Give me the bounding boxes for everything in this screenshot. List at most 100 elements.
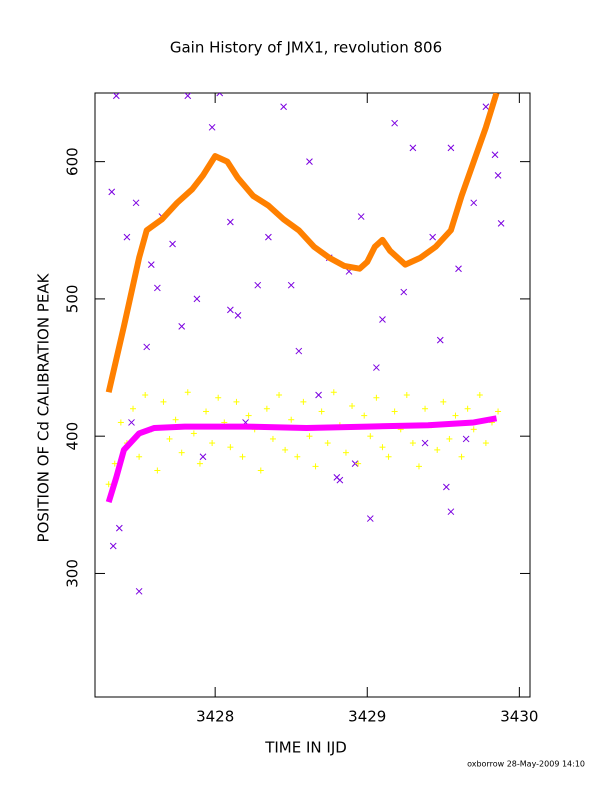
marker-stroke — [409, 144, 417, 152]
marker-stroke — [351, 460, 359, 467]
marker-stroke — [135, 587, 143, 595]
point — [234, 312, 242, 319]
y-tick-label: 500 — [64, 285, 82, 314]
point — [367, 433, 374, 440]
point — [184, 93, 192, 100]
marker-stroke — [227, 306, 234, 314]
point — [355, 460, 362, 467]
point — [166, 435, 173, 442]
point — [458, 453, 465, 460]
point — [294, 453, 301, 460]
point — [470, 426, 477, 433]
point — [287, 281, 295, 289]
point — [300, 398, 307, 405]
y-axis-label: POSITION OF Cd CALIBRATION PEAK — [35, 272, 53, 542]
point — [239, 453, 246, 460]
marker-stroke — [455, 265, 462, 273]
point — [306, 158, 313, 165]
point — [495, 408, 502, 415]
marker-stroke — [208, 123, 216, 131]
point — [208, 123, 216, 131]
marker-stroke — [109, 542, 117, 550]
y-tick-label: 400 — [64, 422, 82, 451]
marker-stroke — [112, 93, 120, 100]
point — [193, 295, 201, 303]
point — [312, 463, 319, 470]
point — [330, 389, 337, 396]
point — [318, 408, 325, 415]
point — [142, 392, 149, 398]
point — [136, 453, 143, 460]
point — [115, 524, 123, 532]
point — [373, 364, 380, 371]
marker-stroke — [254, 281, 262, 289]
curve — [105, 415, 498, 503]
point — [269, 435, 276, 442]
point — [203, 408, 210, 415]
point — [315, 391, 322, 399]
point — [491, 151, 499, 159]
footer: oxborrow 28-May-2009 14:10 — [467, 760, 585, 769]
point — [442, 483, 450, 491]
x-axis-label: TIME IN IJD — [264, 739, 347, 757]
point — [280, 103, 287, 111]
point — [184, 389, 191, 396]
point — [494, 172, 502, 179]
marker-stroke — [333, 474, 341, 481]
point — [111, 460, 118, 467]
x-tick-label: 3430 — [500, 708, 538, 726]
marker-stroke — [280, 103, 287, 111]
point — [409, 440, 416, 447]
point — [357, 213, 365, 220]
marker-stroke — [497, 220, 505, 227]
marker-stroke — [462, 435, 470, 443]
marker-stroke — [234, 312, 242, 319]
marker-stroke — [436, 336, 444, 344]
point — [385, 453, 392, 460]
point — [295, 347, 303, 355]
point — [482, 440, 489, 447]
point — [482, 103, 490, 111]
point — [373, 394, 380, 401]
point — [351, 460, 359, 467]
marker-stroke — [447, 144, 455, 152]
marker-stroke — [154, 284, 161, 292]
point — [190, 430, 197, 437]
marker-stroke — [447, 508, 455, 516]
marker-stroke — [184, 93, 192, 100]
marker-stroke — [379, 316, 386, 323]
point — [245, 412, 252, 419]
point — [400, 288, 408, 296]
point — [227, 444, 234, 451]
y-tick-label: 600 — [64, 147, 82, 176]
marker-stroke — [315, 391, 322, 399]
point — [440, 398, 447, 405]
point — [169, 240, 176, 248]
point — [109, 542, 117, 550]
marker-stroke — [169, 240, 176, 248]
point — [117, 419, 124, 426]
marker-stroke — [132, 199, 140, 207]
point — [130, 405, 137, 412]
point — [263, 405, 270, 412]
point — [361, 412, 368, 419]
marker-stroke — [219, 93, 224, 97]
point — [172, 416, 179, 423]
point — [199, 453, 207, 461]
marker-stroke — [143, 343, 151, 351]
point — [415, 463, 422, 470]
point — [391, 408, 398, 415]
x-tick-label: 3429 — [348, 708, 386, 726]
marker-stroke — [227, 218, 234, 226]
point — [105, 481, 112, 488]
marker-stroke — [128, 419, 135, 426]
point — [178, 323, 186, 330]
point — [421, 439, 429, 447]
point — [470, 199, 478, 207]
point — [342, 449, 349, 456]
plot-frame — [94, 92, 531, 698]
point — [123, 233, 131, 241]
point — [288, 416, 295, 423]
point — [154, 467, 161, 474]
